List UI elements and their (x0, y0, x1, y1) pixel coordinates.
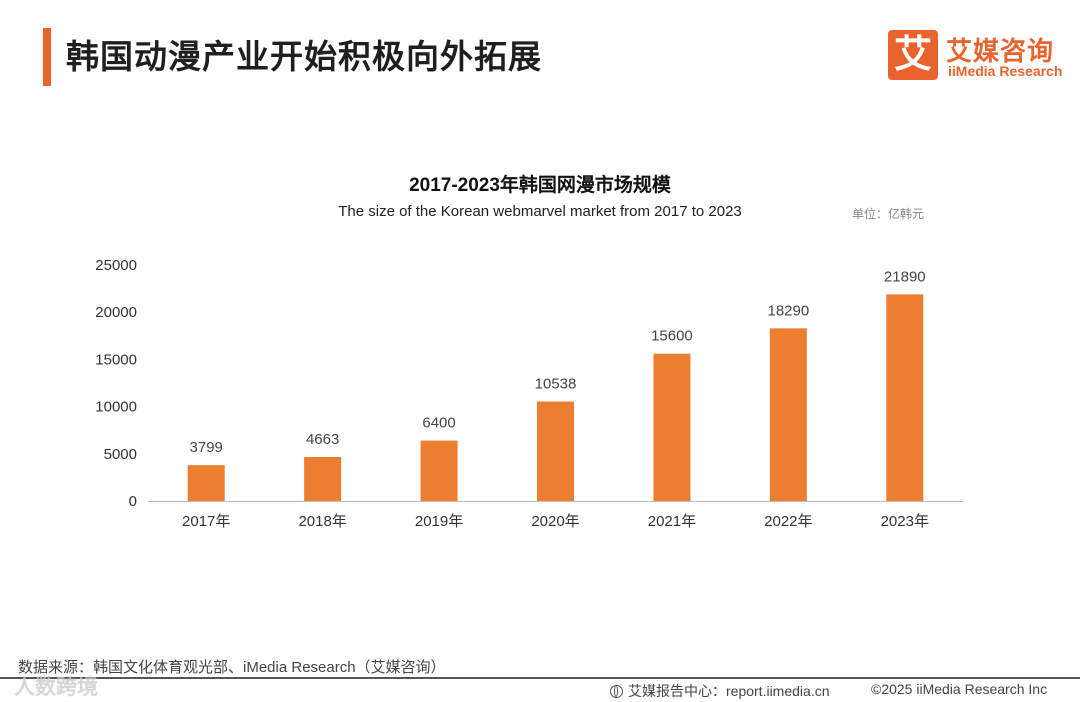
bar-2 (304, 456, 342, 501)
data-source: 数据来源：韩国文化体育观光部、iMedia Research（艾媒咨询） (18, 659, 446, 676)
data-label: 3799 (190, 439, 223, 456)
globe-icon (610, 685, 623, 698)
y-tick-label: 0 (129, 493, 137, 510)
bar-4 (537, 401, 574, 501)
page-title: 韩国动漫产业开始积极向外拓展 (66, 38, 542, 75)
bar-3 (420, 440, 458, 501)
footer-divider (0, 677, 1080, 679)
report-center-link[interactable]: 艾媒报告中心：report.iimedia.cn (610, 681, 830, 701)
y-tick-label: 25000 (95, 257, 137, 274)
data-label: 4663 (306, 431, 339, 448)
bar-7 (886, 294, 924, 501)
data-label: 18290 (767, 302, 809, 319)
y-tick-label: 15000 (95, 351, 137, 368)
bar-1 (187, 465, 225, 501)
logo-mark: 艾 (888, 30, 938, 80)
x-tick-label: 2020年 (531, 513, 579, 530)
data-label: 6400 (422, 415, 455, 432)
bar-6 (769, 328, 807, 501)
bar-5 (653, 353, 691, 501)
x-tick-label: 2019年 (415, 513, 463, 530)
x-tick-label: 2018年 (298, 513, 346, 530)
unit-label: 单位：亿韩元 (852, 207, 925, 221)
chart-title: 2017-2023年韩国网漫市场规模 (409, 175, 671, 196)
logo-text-en: iiMedia Research (948, 63, 1063, 79)
y-tick-label: 20000 (95, 304, 137, 321)
data-label: 21890 (884, 268, 926, 285)
brand-logo[interactable]: 艾 艾媒咨询 iiMedia Research (888, 30, 1063, 82)
chart-subtitle: The size of the Korean webmarvel market … (338, 203, 742, 220)
watermark: 人数跨境 (14, 676, 98, 699)
y-tick-label: 10000 (95, 399, 137, 416)
data-label: 10538 (535, 376, 577, 393)
report-center-text: 艾媒报告中心：report.iimedia.cn (628, 683, 830, 699)
x-tick-label: 2023年 (881, 513, 929, 530)
logo-text-cn: 艾媒咨询 (946, 36, 1055, 66)
data-label: 15600 (651, 328, 693, 345)
y-tick-label: 5000 (104, 446, 137, 463)
x-tick-label: 2022年 (764, 513, 812, 530)
x-tick-label: 2017年 (182, 513, 230, 530)
title-accent-bar (43, 28, 51, 86)
copyright: ©2025 iiMedia Research Inc (871, 681, 1048, 697)
x-tick-label: 2021年 (648, 513, 696, 530)
